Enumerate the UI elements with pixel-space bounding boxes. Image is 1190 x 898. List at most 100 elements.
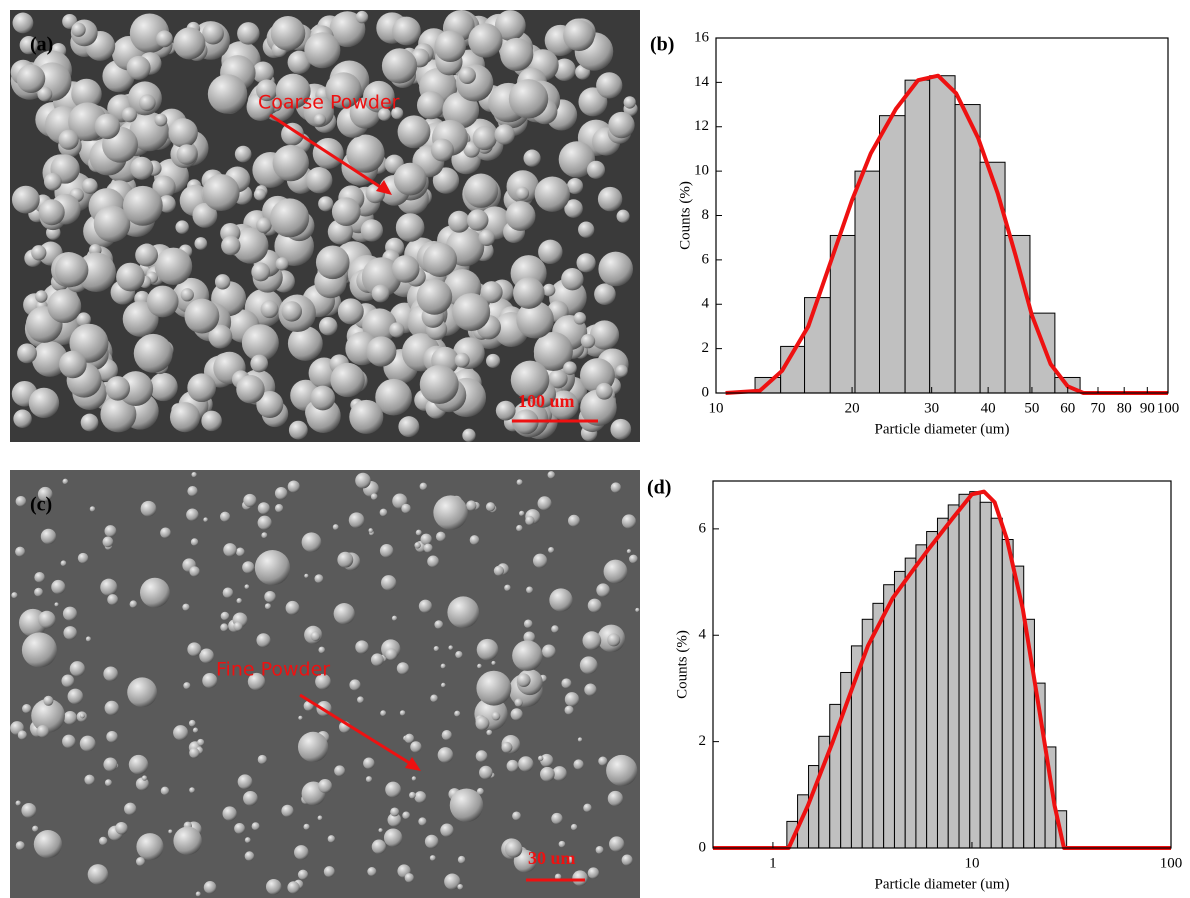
particle	[234, 822, 246, 834]
particle	[103, 757, 118, 772]
particle	[504, 584, 511, 592]
particle	[366, 336, 397, 367]
particle	[610, 418, 632, 440]
particle	[541, 644, 556, 659]
particle	[476, 638, 499, 661]
particle	[189, 787, 195, 793]
particle	[116, 262, 145, 292]
particle	[411, 776, 417, 781]
particle	[244, 837, 251, 843]
particle	[422, 242, 458, 277]
particle	[234, 145, 252, 163]
particle	[104, 700, 119, 716]
particle	[563, 361, 577, 376]
particle	[398, 416, 420, 438]
particle	[564, 692, 580, 707]
particle	[94, 113, 121, 140]
particle	[303, 823, 310, 830]
particle	[256, 633, 271, 648]
particle	[315, 245, 350, 280]
arrow	[269, 113, 389, 194]
bar	[915, 544, 928, 849]
particle	[561, 267, 584, 291]
bar	[804, 297, 831, 394]
particle	[287, 881, 300, 894]
particle	[176, 144, 198, 165]
particle	[551, 812, 563, 825]
particle	[552, 766, 567, 781]
particle	[168, 118, 198, 148]
particle	[564, 199, 583, 218]
particle	[71, 22, 86, 37]
particle	[62, 478, 69, 485]
particle	[315, 673, 331, 690]
particle	[363, 757, 375, 769]
y-tick-label: 4	[699, 627, 707, 643]
particle	[547, 471, 555, 479]
particle	[616, 209, 630, 223]
particle	[371, 284, 390, 303]
particle	[133, 333, 173, 373]
particle	[469, 535, 480, 545]
particle	[629, 554, 638, 564]
particle	[180, 288, 194, 302]
particle	[596, 72, 623, 99]
particle	[337, 551, 354, 568]
particle	[432, 167, 460, 194]
particle	[371, 839, 387, 854]
particle	[534, 176, 570, 212]
particle	[375, 378, 412, 416]
particle	[152, 175, 176, 199]
particle	[21, 632, 57, 668]
x-tick-label: 100	[1160, 855, 1183, 871]
particle	[475, 716, 490, 731]
particle	[479, 765, 493, 780]
particle	[136, 833, 164, 861]
particle	[214, 274, 231, 290]
particle	[247, 672, 266, 691]
particle	[444, 873, 461, 890]
particle	[414, 542, 421, 549]
bar	[854, 170, 881, 394]
particle	[512, 811, 521, 821]
particle	[402, 811, 410, 820]
particle	[77, 552, 89, 564]
particle	[281, 804, 294, 817]
x-tick-label: 10	[709, 400, 724, 416]
plot-frame	[712, 480, 1172, 849]
bar	[936, 517, 949, 849]
particle	[598, 756, 608, 766]
particle	[475, 750, 488, 763]
particle	[252, 61, 274, 84]
particle	[419, 482, 428, 491]
particle	[323, 866, 335, 878]
x-tick-label: 100	[1157, 400, 1180, 416]
particle	[221, 235, 241, 256]
particle	[595, 382, 613, 400]
particle	[416, 91, 446, 120]
particle	[149, 372, 178, 402]
particle	[441, 729, 452, 741]
particle	[549, 390, 579, 420]
particle	[395, 213, 425, 242]
particle	[34, 587, 43, 597]
particle	[563, 19, 595, 52]
particle	[380, 575, 397, 591]
particle	[31, 698, 65, 733]
particle	[516, 479, 523, 486]
particle	[404, 873, 414, 883]
bar	[926, 531, 938, 849]
particle	[608, 111, 635, 139]
particle	[31, 245, 47, 261]
particle	[381, 48, 418, 84]
scale-label: 30 um	[528, 848, 576, 868]
panel-label: (b)	[650, 34, 674, 56]
particle	[476, 670, 512, 706]
particle	[199, 648, 214, 664]
bar	[904, 557, 917, 849]
particle	[43, 695, 54, 706]
y-tick-label: 6	[699, 520, 707, 536]
particle	[220, 611, 230, 621]
particle	[462, 428, 476, 442]
particle	[401, 503, 411, 514]
